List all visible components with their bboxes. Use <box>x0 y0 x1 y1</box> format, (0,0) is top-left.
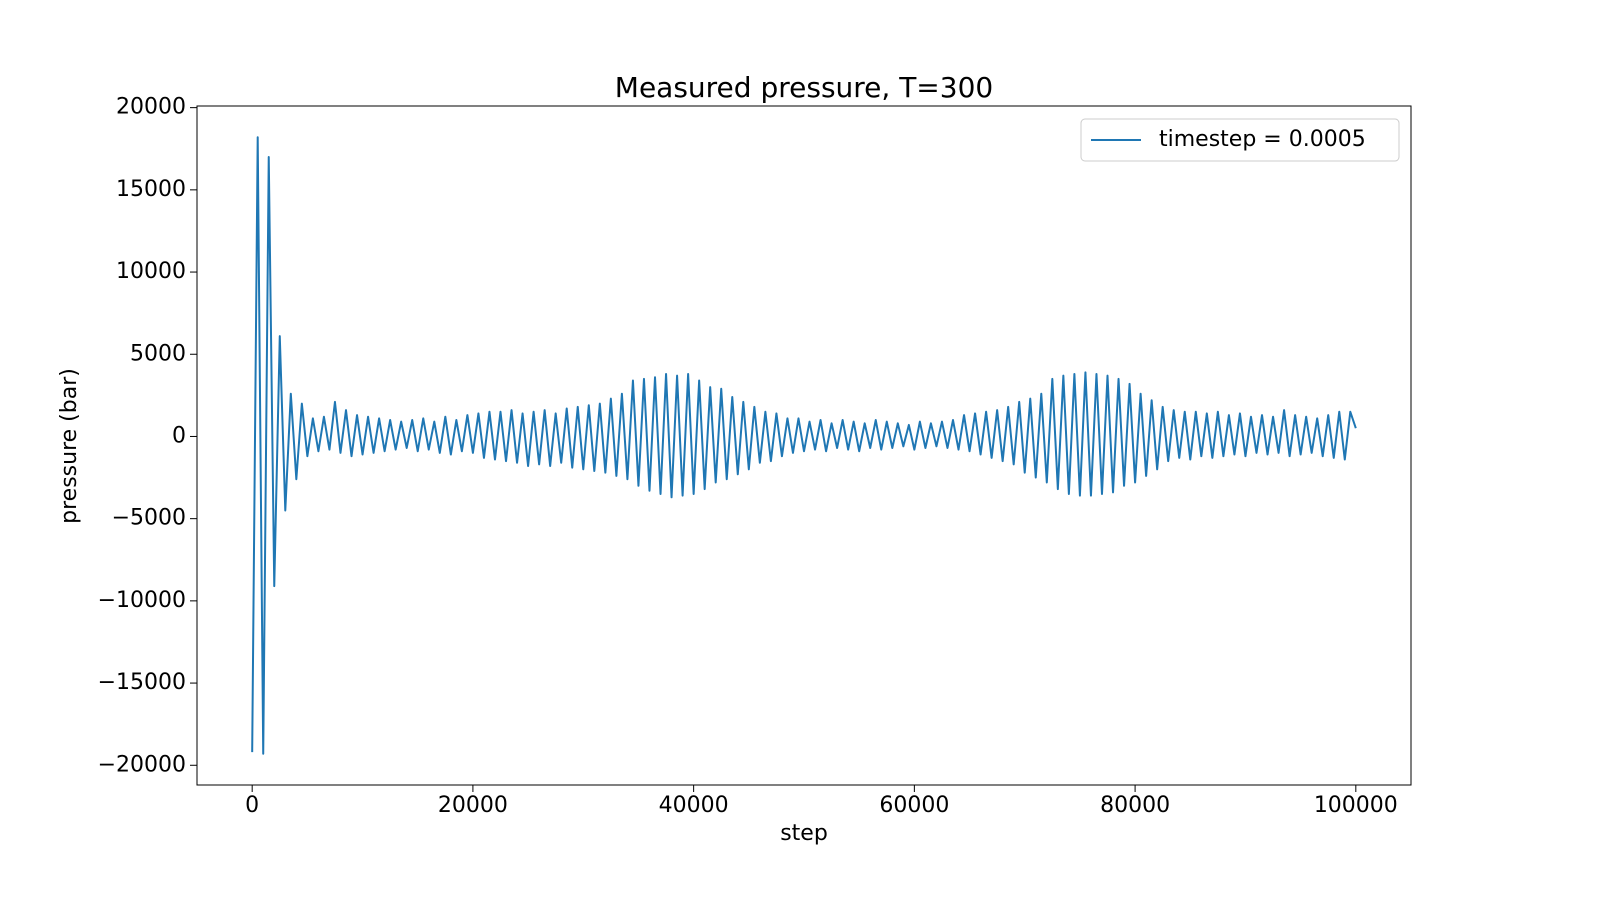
y-tick-label: 15000 <box>116 177 186 202</box>
y-tick-label: −10000 <box>98 588 186 613</box>
x-axis-label: step <box>780 821 828 846</box>
y-tick-label: 10000 <box>116 259 186 284</box>
y-tick-label: −5000 <box>112 506 186 531</box>
y-tick-label: 0 <box>172 423 186 448</box>
data-line <box>251 136 1357 755</box>
y-axis-label: pressure (bar) <box>57 368 82 524</box>
x-tick-label: 20000 <box>438 793 508 818</box>
x-tick-label: 40000 <box>659 793 729 818</box>
legend-label: timestep = 0.0005 <box>1159 127 1366 152</box>
y-tick-label: −15000 <box>98 670 186 695</box>
x-tick-label: 60000 <box>879 793 949 818</box>
y-tick-label: −20000 <box>98 752 186 777</box>
plot-frame <box>196 105 1412 786</box>
y-tick-label: 5000 <box>130 341 186 366</box>
legend-box <box>1080 118 1400 162</box>
x-tick-label: 80000 <box>1100 793 1170 818</box>
x-tick-label: 100000 <box>1314 793 1398 818</box>
y-tick-label: 20000 <box>116 95 186 120</box>
x-tick-label: 0 <box>245 793 259 818</box>
chart-title: Measured pressure, T=300 <box>615 71 993 104</box>
